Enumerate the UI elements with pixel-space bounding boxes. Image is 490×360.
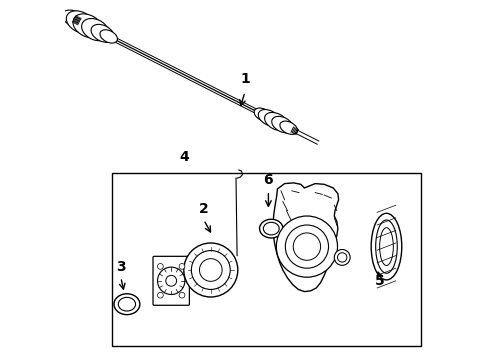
Ellipse shape [118,297,136,311]
Circle shape [166,275,176,286]
Circle shape [157,292,163,298]
Ellipse shape [62,10,89,29]
Circle shape [157,267,185,294]
FancyBboxPatch shape [153,256,189,305]
Ellipse shape [114,294,140,315]
Ellipse shape [265,112,288,131]
Ellipse shape [66,11,95,33]
Ellipse shape [82,18,109,41]
Ellipse shape [371,213,402,280]
Ellipse shape [380,228,393,266]
Text: 2: 2 [199,202,208,216]
Circle shape [179,264,185,269]
Bar [112,173,421,346]
Circle shape [293,233,320,260]
Ellipse shape [260,219,283,238]
Ellipse shape [280,121,297,134]
Ellipse shape [91,24,114,42]
Circle shape [285,225,328,268]
Text: 3: 3 [116,260,125,274]
Ellipse shape [258,109,280,126]
Circle shape [199,258,222,282]
Text: 4: 4 [179,150,189,164]
Text: 5: 5 [375,274,385,288]
Circle shape [276,216,338,277]
Circle shape [334,249,350,265]
Text: 6: 6 [264,173,273,187]
Ellipse shape [254,108,271,121]
Ellipse shape [100,30,118,43]
Circle shape [157,264,163,269]
Circle shape [179,292,185,298]
Circle shape [192,251,230,289]
Ellipse shape [376,220,397,273]
Text: 1: 1 [240,72,250,86]
Ellipse shape [263,222,279,235]
Ellipse shape [73,14,103,38]
Polygon shape [273,183,339,292]
Ellipse shape [272,116,294,133]
Circle shape [338,253,347,262]
Circle shape [184,243,238,297]
